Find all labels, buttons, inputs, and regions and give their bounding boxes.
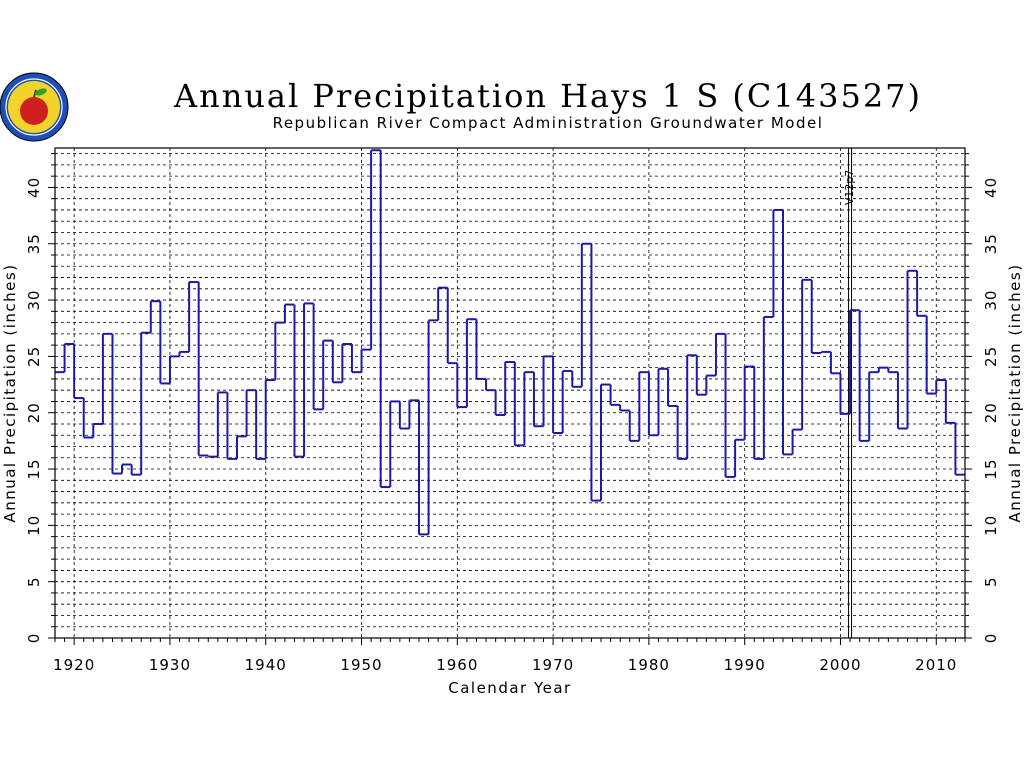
- x-tick-label: 1950: [340, 656, 382, 674]
- chart-title: Annual Precipitation Hays 1 S (C143527): [173, 77, 922, 115]
- logo-seal: [0, 72, 69, 142]
- y-tick-label-right: 0: [982, 633, 1000, 644]
- y-axis-label-left: Annual Precipitation (inches): [1, 263, 19, 522]
- axes: 0 0 5 5 10 10 15 15 20 20 25 25 30 30 35 35 40 40 1920 1930…: [25, 147, 1000, 674]
- y-tick-label-left: 25: [25, 346, 43, 367]
- y-tick-label-right: 30: [982, 290, 1000, 311]
- y-tick-label-left: 20: [25, 402, 43, 423]
- x-tick-label: 1970: [532, 656, 574, 674]
- y-tick-label-right: 10: [982, 515, 1000, 536]
- x-tick-label: 1930: [149, 656, 191, 674]
- y-tick-label-left: 0: [25, 633, 43, 644]
- annotation-label: V12p7: [843, 170, 856, 206]
- chart-subtitle: Republican River Compact Administration …: [273, 114, 824, 132]
- x-tick-label: 2010: [915, 656, 957, 674]
- x-axis-label: Calendar Year: [448, 679, 571, 697]
- grid: [55, 148, 965, 638]
- y-tick-label-left: 5: [25, 576, 43, 587]
- apple-icon: [20, 97, 48, 125]
- x-tick-label: 1920: [53, 656, 95, 674]
- y-tick-label-right: 15: [982, 458, 1000, 479]
- y-tick-label-right: 40: [982, 177, 1000, 198]
- y-tick-label-right: 35: [982, 233, 1000, 254]
- plot-frame: [54, 147, 966, 639]
- x-tick-label: 1980: [628, 656, 670, 674]
- y-tick-label-right: 20: [982, 402, 1000, 423]
- x-tick-label: 1990: [724, 656, 766, 674]
- x-tick-label: 1940: [245, 656, 287, 674]
- y-tick-label-left: 30: [25, 290, 43, 311]
- y-tick-label-left: 40: [25, 177, 43, 198]
- y-tick-label-right: 25: [982, 346, 1000, 367]
- y-axis-label-right: Annual Precipitation (inches): [1006, 263, 1024, 522]
- data-layer: [55, 148, 965, 638]
- y-tick-label-right: 5: [982, 576, 1000, 587]
- y-tick-label-left: 35: [25, 233, 43, 254]
- x-tick-label: 1960: [436, 656, 478, 674]
- y-tick-label-left: 15: [25, 458, 43, 479]
- x-tick-label: 2000: [819, 656, 861, 674]
- y-tick-label-left: 10: [25, 515, 43, 536]
